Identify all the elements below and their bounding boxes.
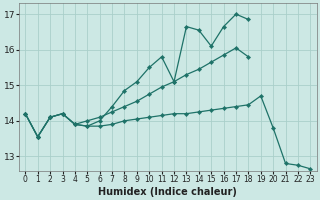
X-axis label: Humidex (Indice chaleur): Humidex (Indice chaleur) xyxy=(98,187,237,197)
